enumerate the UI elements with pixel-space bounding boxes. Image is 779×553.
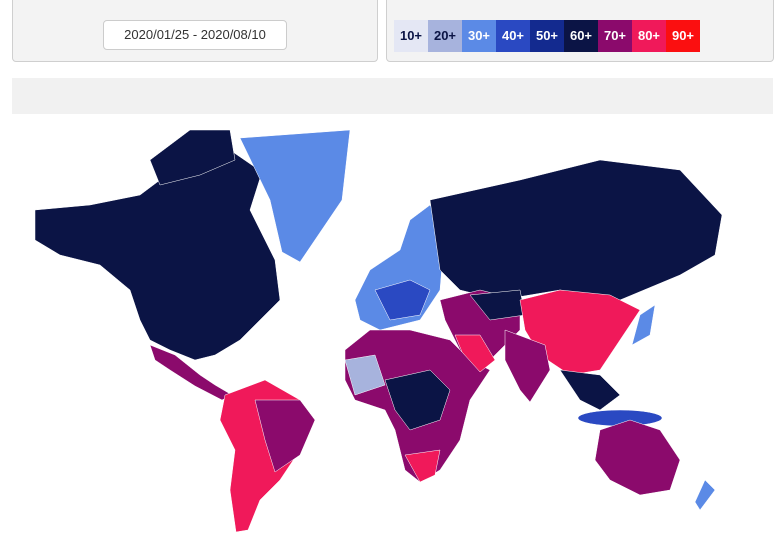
arabia [454,334,496,373]
new-zealand [694,479,716,511]
legend-item[interactable]: 60+ [564,20,598,52]
central-europe [374,279,431,321]
legend-item[interactable]: 90+ [666,20,700,52]
legend-item[interactable]: 20+ [428,20,462,52]
spacer [12,78,773,114]
date-range-input[interactable]: 2020/01/25 - 2020/08/10 [103,20,287,50]
arctic-islands [149,129,236,186]
legend-item[interactable]: 70+ [598,20,632,52]
brazil [254,399,316,473]
legend-item[interactable]: 50+ [530,20,564,52]
legend-item[interactable]: 40+ [496,20,530,52]
africa-central [384,369,451,431]
greenland [239,129,351,263]
africa-west [344,354,386,396]
world-map [34,129,723,533]
japan [631,304,656,346]
southeast-asia [559,369,621,411]
legend-item[interactable]: 80+ [632,20,666,52]
australia [594,419,681,496]
north-america [34,149,281,361]
south-africa [404,449,441,483]
legend-item[interactable]: 10+ [394,20,428,52]
toolbar: 2020/01/25 - 2020/08/10 10+ 20+ 30+ 40+ 50+ 6… [0,0,779,114]
date-panel: 2020/01/25 - 2020/08/10 [12,0,378,62]
legend-panel: 10+ 20+ 30+ 40+ 50+ 60+ 70+ 80+ 90+ [386,0,774,62]
legend: 10+ 20+ 30+ 40+ 50+ 60+ 70+ 80+ 90+ [394,20,700,52]
russia [429,159,723,301]
legend-item[interactable]: 30+ [462,20,496,52]
india [504,329,551,403]
